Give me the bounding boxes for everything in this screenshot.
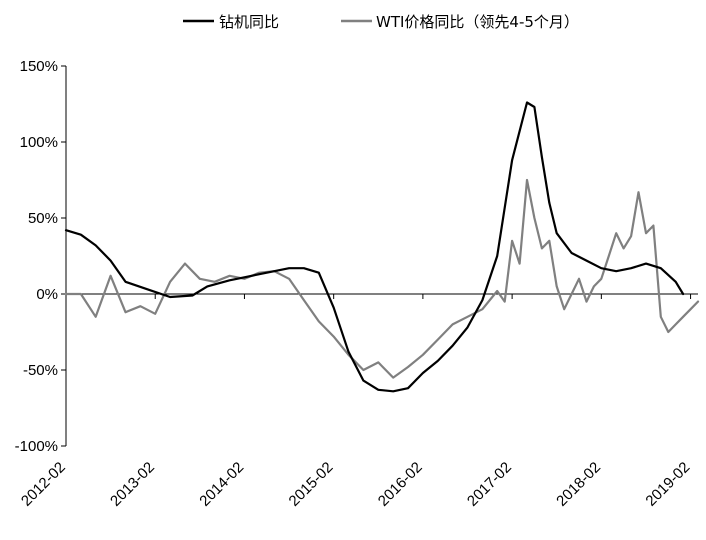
wti-price-yoy-line [64,178,700,379]
x-tick-label: 2017-02 [464,459,515,510]
legend-label-wti: WTI价格同比（领先4-5个月） [376,13,579,31]
x-tick-label: 2016-02 [375,459,426,510]
rig-count-yoy-line [64,101,685,393]
y-tick-label: 0% [36,286,58,303]
x-tick-label: 2014-02 [196,459,247,510]
legend: 钻机同比 WTI价格同比（领先4-5个月） [183,13,579,31]
x-tick-label: 2015-02 [286,459,337,510]
x-tick-label: 2013-02 [107,459,158,510]
y-tick-label: 150% [20,58,58,75]
y-tick-label: -100% [15,438,58,455]
y-axis: -100% -50% 0% 50% 100% 150% [15,58,67,455]
x-tick-label: 2012-02 [18,459,69,510]
legend-label-rig-count: 钻机同比 [219,13,279,31]
y-tick-label: 50% [28,210,58,227]
series-layer [64,101,700,393]
y-tick-label: -50% [23,362,58,379]
y-tick-label: 100% [20,134,58,151]
x-axis: 2012-02 2013-02 2014-02 2015-02 2016-02 2017-… [18,293,698,510]
x-tick-label: 2018-02 [553,459,604,510]
x-tick-label: 2019-02 [642,459,693,510]
